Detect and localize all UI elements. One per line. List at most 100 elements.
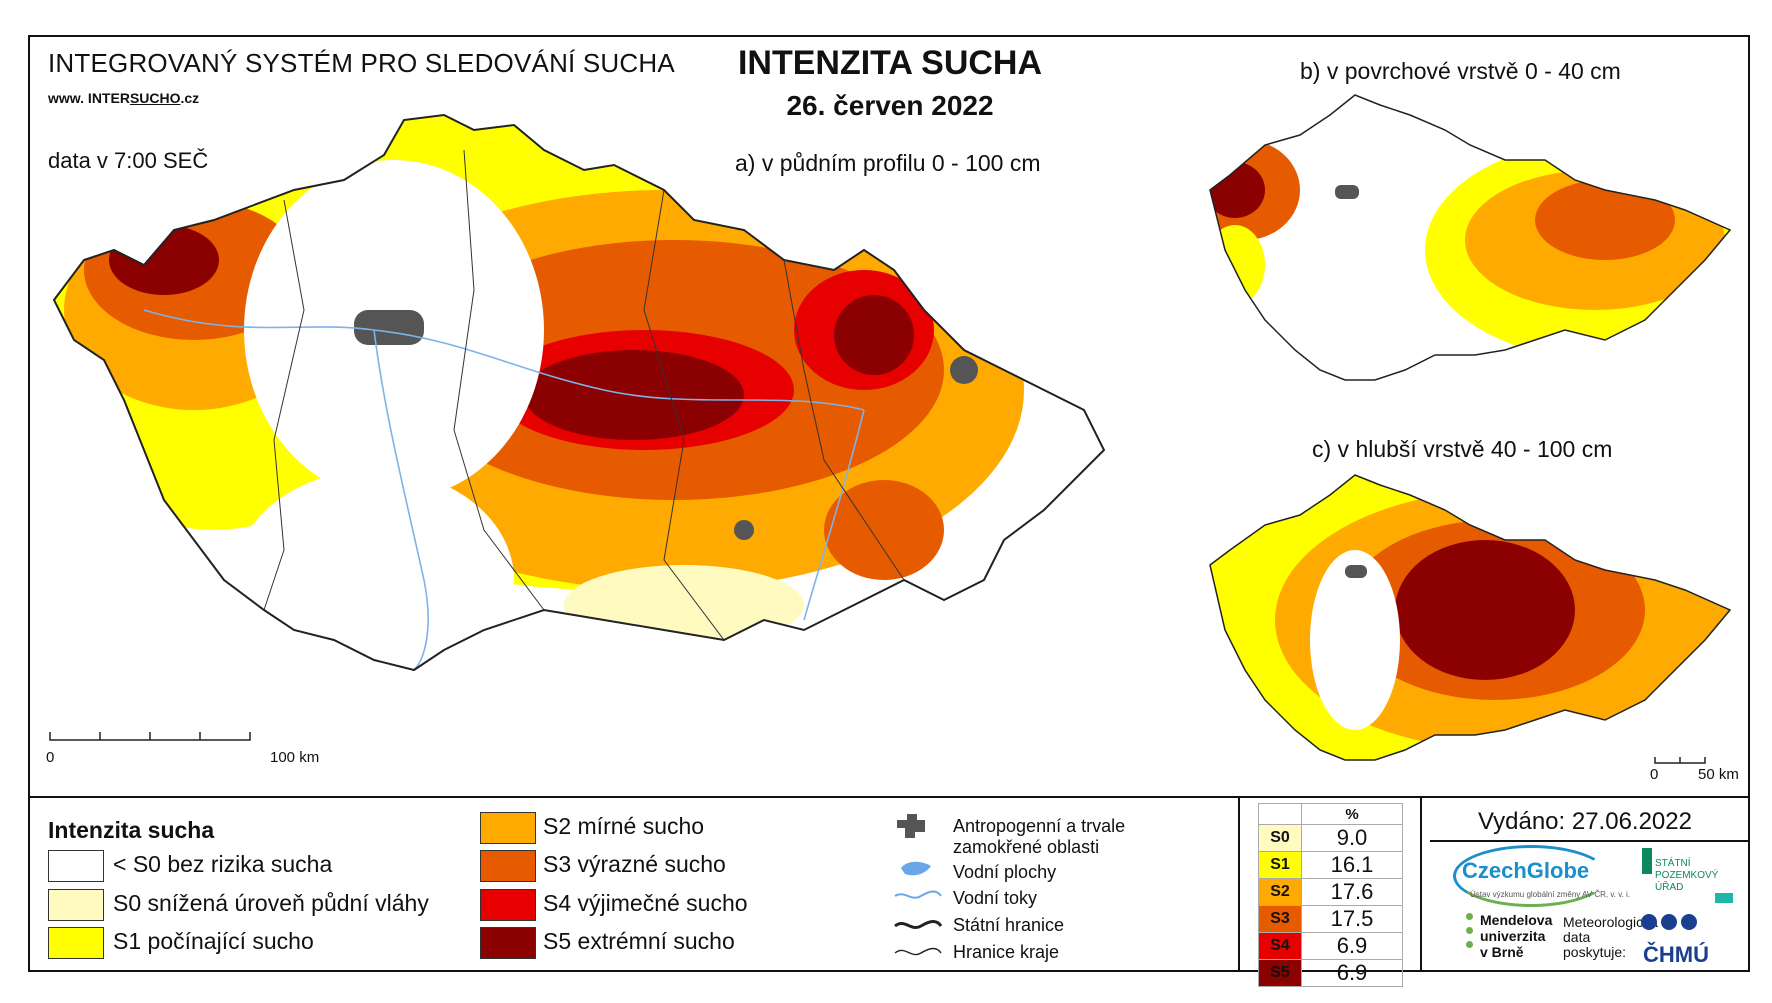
- deep-scale-bar: [1654, 757, 1706, 764]
- prague-area: [1345, 565, 1367, 578]
- region-border: [643, 189, 725, 641]
- state-border-label: Státní hranice: [953, 915, 1065, 935]
- legend-title: Intenzita sucha: [48, 817, 215, 843]
- chmu-logo[interactable]: ČHMÚ: [1643, 942, 1709, 967]
- deep-drought-map: [1209, 474, 1732, 764]
- zone-no-risk-south: [234, 470, 514, 670]
- czechglobe-logo-ring: [1453, 845, 1609, 907]
- stats-table: % S0 9.0 S1 16.1 S2 17.6 S3 17.5 S4 6.9 S5 6.9: [1258, 803, 1403, 987]
- legend-label-s5: S5 extrémní sucho: [543, 928, 735, 954]
- legend-swatch-s2: [480, 812, 536, 844]
- stats-blank-header: [1258, 803, 1302, 825]
- stats-value: 6.9: [1301, 932, 1403, 960]
- legend-label-s2: S2 mírné sucho: [543, 813, 705, 839]
- state-border: [1209, 474, 1732, 761]
- map-date: 26. červen 2022: [786, 90, 994, 121]
- zone-s3-east: [1535, 180, 1675, 260]
- spu-logo-icon: [1642, 848, 1652, 874]
- met-data-note: Meteorologická data poskytuje:: [1563, 914, 1658, 960]
- main-map-label: a) v půdním profilu 0 - 100 cm: [735, 150, 1041, 176]
- legend-swatch-s4: [480, 889, 536, 921]
- url-sucho: SUCHO: [129, 90, 181, 106]
- scale-start-label: 0: [46, 749, 54, 766]
- river: [143, 309, 865, 411]
- zone-s5-west: [109, 225, 219, 295]
- mendel-logo-dots: [1466, 913, 1473, 955]
- rivers-label: Vodní toky: [953, 888, 1038, 908]
- state-border-icon: [894, 920, 943, 929]
- table-row: S0 9.0: [1258, 824, 1403, 852]
- deep-scale-start: 0: [1650, 766, 1659, 783]
- table-row: S5 6.9: [1258, 959, 1403, 987]
- table-row: S4 6.9: [1258, 932, 1403, 960]
- stats-value: 6.9: [1301, 959, 1403, 987]
- mendel-logo[interactable]: Mendelova univerzita v Brně: [1480, 912, 1553, 960]
- zone-no-risk: [1310, 550, 1400, 730]
- data-time: data v 7:00 SEČ: [48, 148, 209, 173]
- table-row: S1 16.1: [1258, 851, 1403, 879]
- website-url[interactable]: www. INTERSUCHO.cz: [48, 90, 199, 106]
- anthropogenic-label: Antropogenní a trvale zamokřené oblasti: [953, 816, 1126, 857]
- deep-map-label: c) v hlubší vrstvě 40 - 100 cm: [1312, 436, 1613, 462]
- scale-end-label: 100 km: [270, 749, 319, 766]
- stats-class: S2: [1258, 878, 1302, 906]
- legend-label-s0: S0 snížená úroveň půdní vláhy: [113, 890, 429, 916]
- map-frame: [28, 35, 1750, 972]
- zone-s5: [1395, 540, 1575, 680]
- stats-value: 17.5: [1301, 905, 1403, 933]
- legend-separator: [28, 796, 1750, 798]
- stats-unit-header: %: [1301, 803, 1403, 825]
- czechglobe-subtitle: Ústav výzkumu globální změny AV ČR, v. v…: [1470, 890, 1631, 899]
- region-border: [453, 149, 545, 611]
- stats-class: S1: [1258, 851, 1302, 879]
- table-row: S2 17.6: [1258, 878, 1403, 906]
- stats-class: S5: [1258, 959, 1302, 987]
- state-border: [52, 113, 1106, 672]
- chmu-logo-dots: [1641, 914, 1701, 935]
- urban-area: [950, 356, 978, 384]
- stats-panel: [1238, 796, 1422, 972]
- water-bodies-label: Vodní plochy: [953, 862, 1057, 882]
- legend-label-s1: S1 počínající sucho: [113, 928, 314, 954]
- deep-scale-end: 50 km: [1698, 766, 1739, 783]
- stats-value: 17.6: [1301, 878, 1403, 906]
- legend-swatch-s1: [48, 927, 104, 959]
- river: [803, 409, 865, 621]
- surface-map-label: b) v povrchové vrstvě 0 - 40 cm: [1300, 58, 1621, 84]
- legend-swatch-s3: [480, 850, 536, 882]
- prague-area: [354, 310, 424, 345]
- legend-label-no-risk: < S0 bez rizika sucha: [113, 851, 333, 877]
- stats-class: S3: [1258, 905, 1302, 933]
- water-body-icon: [901, 861, 931, 876]
- prague-area: [1335, 185, 1359, 199]
- stats-class: S4: [1258, 932, 1302, 960]
- stats-value: 16.1: [1301, 851, 1403, 879]
- region-border-label: Hranice kraje: [953, 942, 1060, 962]
- anthropogenic-area-icon: [897, 814, 925, 838]
- legend-label-s3: S3 výrazné sucho: [543, 851, 726, 877]
- system-name: INTEGROVANÝ SYSTÉM PRO SLEDOVÁNÍ SUCHA: [48, 48, 675, 78]
- url-suffix: .cz: [180, 90, 200, 106]
- spu-logo-accent: [1715, 893, 1733, 903]
- table-row: S3 17.5: [1258, 905, 1403, 933]
- region-border: [783, 259, 905, 581]
- page-title: INTENZITA SUCHA: [737, 44, 1043, 82]
- czechglobe-logo[interactable]: CzechGlobe: [1462, 858, 1590, 883]
- zone-s1-west: [1210, 225, 1265, 305]
- river-icon: [894, 890, 942, 899]
- stats-value: 9.0: [1301, 824, 1403, 852]
- spu-logo[interactable]: STÁTNÍ POZEMKOVÝ ÚŘAD: [1655, 858, 1719, 893]
- region-border-icon: [894, 947, 942, 956]
- url-prefix: www. INTER: [48, 90, 130, 106]
- urban-area: [734, 520, 754, 540]
- stats-class: S0: [1258, 824, 1302, 852]
- main-scale-bar: 0 100 km: [46, 732, 319, 766]
- river: [373, 329, 429, 670]
- region-border: [263, 199, 305, 611]
- legend-swatch-s0: [48, 889, 104, 921]
- surface-drought-map: [1209, 94, 1732, 381]
- issued-date: Vydáno: 27.06.2022: [1478, 808, 1692, 835]
- legend-swatch-s5: [480, 927, 536, 959]
- logos-separator: [1430, 840, 1748, 842]
- state-border: [1209, 94, 1732, 381]
